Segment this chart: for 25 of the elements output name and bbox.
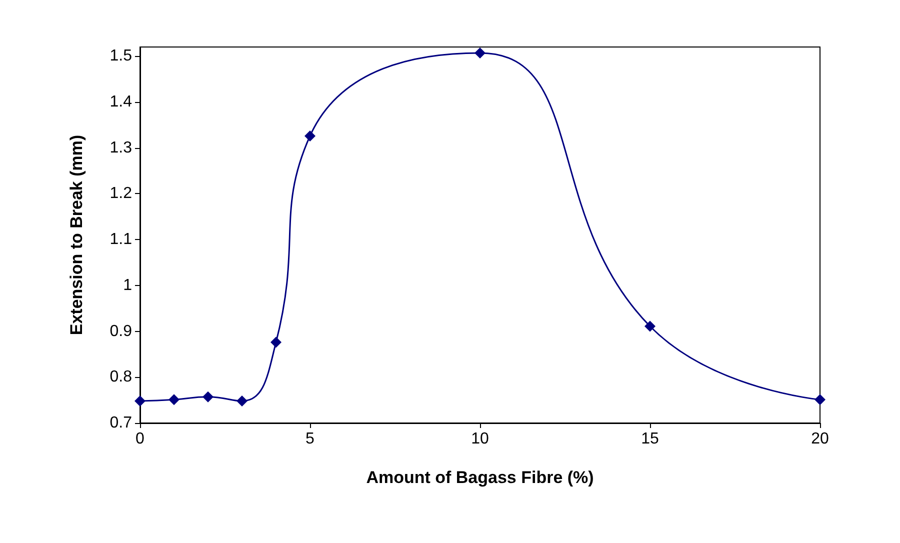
point [270, 336, 282, 348]
y-tick-label: 1.3 [110, 139, 132, 156]
x-tick-label: 0 [136, 430, 145, 448]
point [202, 391, 214, 402]
point [644, 320, 656, 332]
point [134, 395, 146, 406]
x-tick-label: 10 [471, 430, 489, 448]
point [168, 394, 180, 406]
y-axis-title: Extension to Break (mm) [67, 134, 86, 336]
x-tick-label: 5 [306, 430, 315, 448]
point [474, 47, 486, 58]
y-tick-label: 1.4 [110, 94, 132, 111]
x-tick-label: 20 [811, 430, 829, 448]
y-tick-label: 1.2 [110, 185, 132, 202]
point [814, 394, 826, 406]
y-tick-label: 0.8 [110, 368, 132, 386]
y-tick-label: 0.7 [110, 414, 132, 432]
y-tick-label: 1.5 [110, 48, 132, 65]
point [304, 130, 316, 142]
x-tick-label: 15 [641, 430, 659, 448]
y-tick-label: 1 [123, 276, 132, 294]
y-tick-label: 1.1 [110, 231, 132, 248]
point [236, 395, 248, 406]
x-axis-title: Amount of Bagass Fibre (%) [366, 468, 594, 487]
y-tick-label: 0.9 [110, 322, 132, 340]
